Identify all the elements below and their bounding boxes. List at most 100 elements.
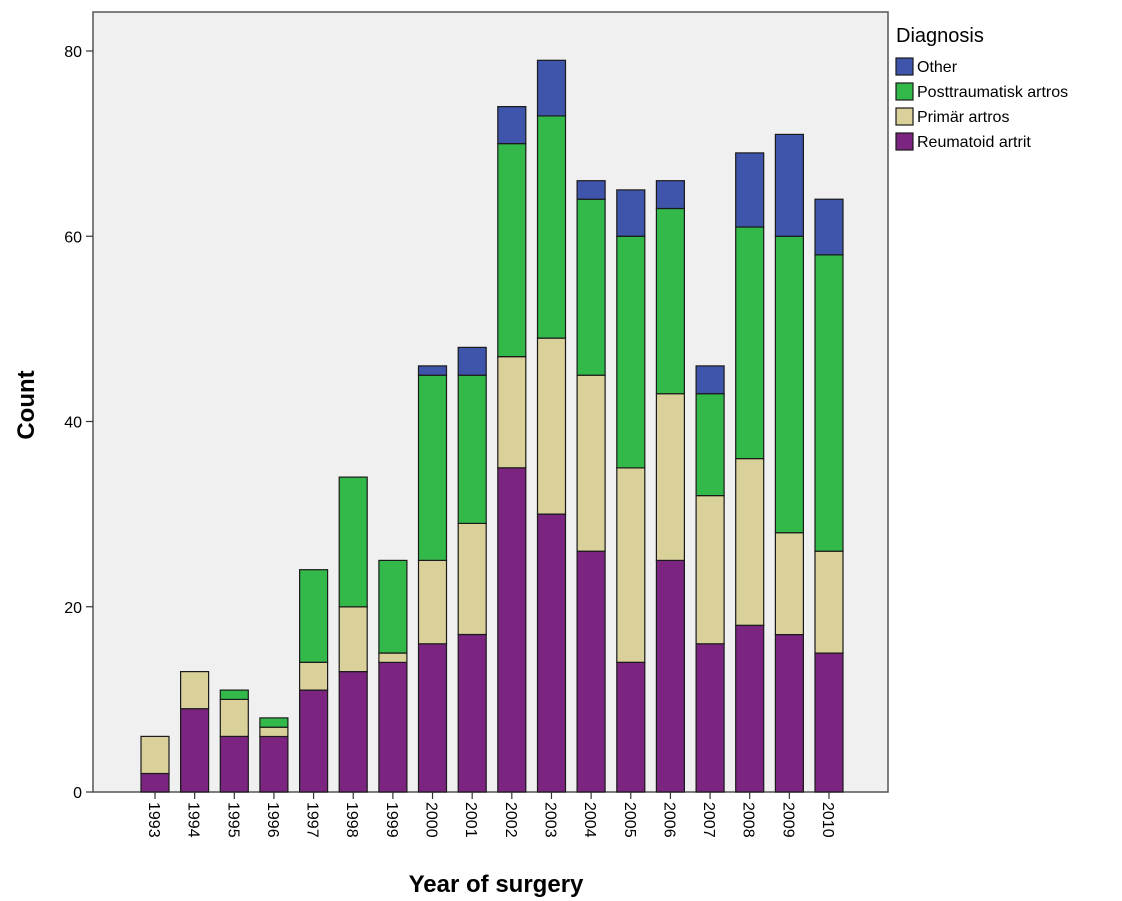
x-tick-label: 2000: [423, 802, 440, 838]
bar-segment: [536, 115, 567, 339]
bar-segment: [299, 689, 329, 793]
legend-title: Diagnosis: [896, 25, 984, 47]
legend-swatch: [895, 57, 914, 76]
bar-segment: [576, 550, 606, 793]
bar-segment: [338, 606, 368, 673]
bar-segment: [695, 643, 725, 793]
bar-segment: [616, 189, 646, 237]
x-tick-label: 1997: [304, 802, 321, 838]
bar-segment: [735, 226, 765, 460]
bar-segment: [457, 522, 487, 636]
bar-segment: [774, 235, 805, 534]
x-tick-label: 2001: [462, 802, 479, 838]
bar-segment: [497, 356, 527, 469]
bar-segment: [616, 235, 646, 469]
bar-segment: [219, 735, 249, 793]
y-tick-label: 20: [64, 600, 82, 617]
bar-segment: [536, 337, 567, 515]
bar-segment: [576, 374, 606, 552]
legend-swatch: [895, 132, 914, 151]
bar-segment: [457, 346, 487, 376]
x-tick-label: 1995: [224, 802, 241, 838]
bar-segment: [378, 661, 408, 793]
bar-segment: [219, 689, 249, 700]
bar-segment: [497, 105, 527, 145]
x-tick-label: 1999: [383, 802, 400, 838]
bar-segment: [417, 643, 448, 793]
y-axis-title: Count: [13, 370, 40, 439]
x-tick-label: 2005: [621, 802, 638, 838]
legend-label: Other: [917, 59, 958, 76]
x-tick-label: 2002: [502, 802, 519, 838]
bar-segment: [814, 254, 844, 552]
bar-segment: [457, 633, 487, 793]
bar-segment: [695, 365, 725, 395]
bar-segment: [814, 198, 844, 256]
bar-segment: [497, 467, 527, 793]
bar-segment: [576, 180, 606, 200]
bar-segment: [735, 152, 765, 228]
legend: Diagnosis Other Posttraumatisk artros Prim…: [895, 25, 1068, 151]
bar-segment: [814, 652, 844, 793]
legend-swatch: [895, 82, 914, 101]
bar-segment: [219, 698, 249, 738]
bar-segment: [655, 207, 686, 395]
x-axis: 1993 1994 1995 1996 1997 1998 1999 2000 2001 2002…: [145, 792, 836, 838]
bar-segment: [774, 633, 805, 793]
legend-label: Reumatoid artrit: [917, 134, 1031, 151]
bar-segment: [735, 624, 765, 793]
bar-segment: [616, 661, 646, 793]
bar-segment: [774, 532, 805, 636]
bar-segment: [417, 374, 448, 562]
bar-segment: [695, 495, 725, 645]
bar-segment: [180, 670, 210, 710]
y-tick-label: 60: [64, 229, 82, 246]
bar-segment: [417, 559, 448, 645]
y-axis: 0 20 40 60 80: [64, 44, 93, 802]
x-tick-label: 2009: [779, 802, 796, 838]
bar-segment: [616, 467, 646, 663]
bars: [140, 59, 844, 793]
bar-segment: [417, 365, 448, 376]
bar-segment: [259, 717, 289, 728]
bar-segment: [735, 458, 765, 626]
bar-segment: [457, 374, 487, 525]
legend-label: Posttraumatisk artros: [917, 84, 1068, 101]
legend-label: Primär artros: [917, 109, 1009, 126]
x-tick-label: 1996: [264, 802, 281, 838]
bar-segment: [536, 59, 567, 117]
bar-segment: [655, 393, 686, 562]
bar-segment: [259, 735, 289, 793]
bar-segment: [338, 670, 368, 793]
y-tick-label: 40: [64, 415, 82, 432]
x-tick-label: 2007: [700, 802, 717, 838]
x-tick-label: 2010: [819, 802, 836, 838]
bar-segment: [576, 198, 606, 376]
legend-swatch: [895, 107, 914, 126]
y-tick-label: 80: [64, 44, 82, 61]
x-axis-title: Year of surgery: [409, 871, 584, 898]
plot-area: [92, 11, 889, 793]
bar-segment: [814, 550, 844, 654]
bar-segment: [695, 393, 725, 497]
x-tick-label: 2003: [542, 802, 559, 838]
x-tick-label: 2004: [581, 802, 598, 838]
bar-segment: [536, 513, 567, 793]
bar-segment: [140, 735, 170, 775]
bar-segment: [378, 559, 408, 654]
bar-segment: [299, 569, 329, 663]
x-tick-label: 1998: [343, 802, 360, 838]
x-tick-label: 2008: [740, 802, 757, 838]
x-tick-label: 1993: [145, 802, 162, 838]
bar-segment: [140, 772, 170, 793]
bar-segment: [299, 661, 329, 691]
bar-segment: [180, 707, 210, 793]
bar-segment: [378, 652, 408, 663]
bar-segment: [655, 559, 686, 793]
bar-segment: [497, 143, 527, 358]
bar-segment: [655, 180, 686, 210]
x-tick-label: 2006: [660, 802, 677, 838]
x-tick-label: 1994: [185, 802, 202, 838]
